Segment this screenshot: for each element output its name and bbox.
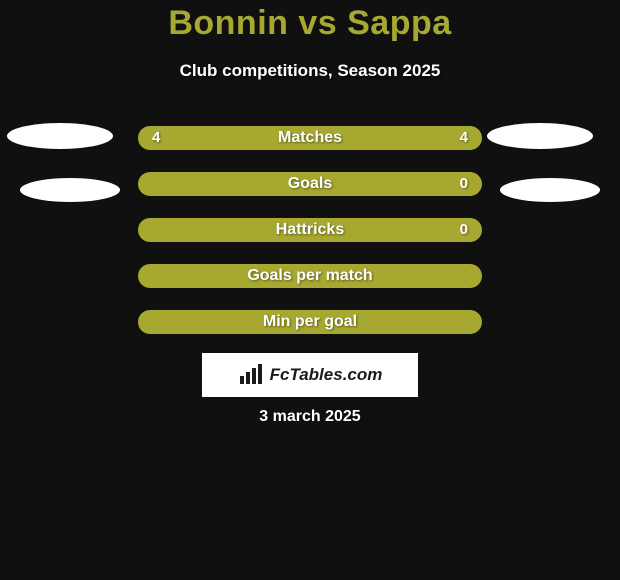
stat-right-value: 0 bbox=[460, 218, 468, 242]
title: Bonnin vs Sappa bbox=[0, 4, 620, 43]
stat-label: Min per goal bbox=[138, 310, 482, 334]
side-ellipse bbox=[487, 123, 593, 149]
attribution-text: FcTables.com bbox=[270, 365, 383, 385]
comparison-card: Bonnin vs Sappa Club competitions, Seaso… bbox=[0, 0, 620, 580]
stat-label: Matches bbox=[138, 126, 482, 150]
attribution-badge: FcTables.com bbox=[202, 353, 418, 397]
stat-row: Hattricks0 bbox=[138, 218, 482, 242]
stat-right-value: 4 bbox=[460, 126, 468, 150]
stat-row: Matches4 4 bbox=[138, 126, 482, 150]
stat-row: Goals0 bbox=[138, 172, 482, 196]
bars-icon bbox=[238, 364, 264, 386]
stat-right-value: 0 bbox=[460, 172, 468, 196]
stat-label: Goals per match bbox=[138, 264, 482, 288]
stat-row: Min per goal bbox=[138, 310, 482, 334]
stat-label: Hattricks bbox=[138, 218, 482, 242]
stat-left-value: 4 bbox=[152, 126, 160, 150]
subtitle: Club competitions, Season 2025 bbox=[0, 61, 620, 81]
date-stamp: 3 march 2025 bbox=[0, 408, 620, 426]
side-ellipse bbox=[500, 178, 600, 202]
stat-row: Goals per match bbox=[138, 264, 482, 288]
stat-label: Goals bbox=[138, 172, 482, 196]
side-ellipse bbox=[20, 178, 120, 202]
side-ellipse bbox=[7, 123, 113, 149]
